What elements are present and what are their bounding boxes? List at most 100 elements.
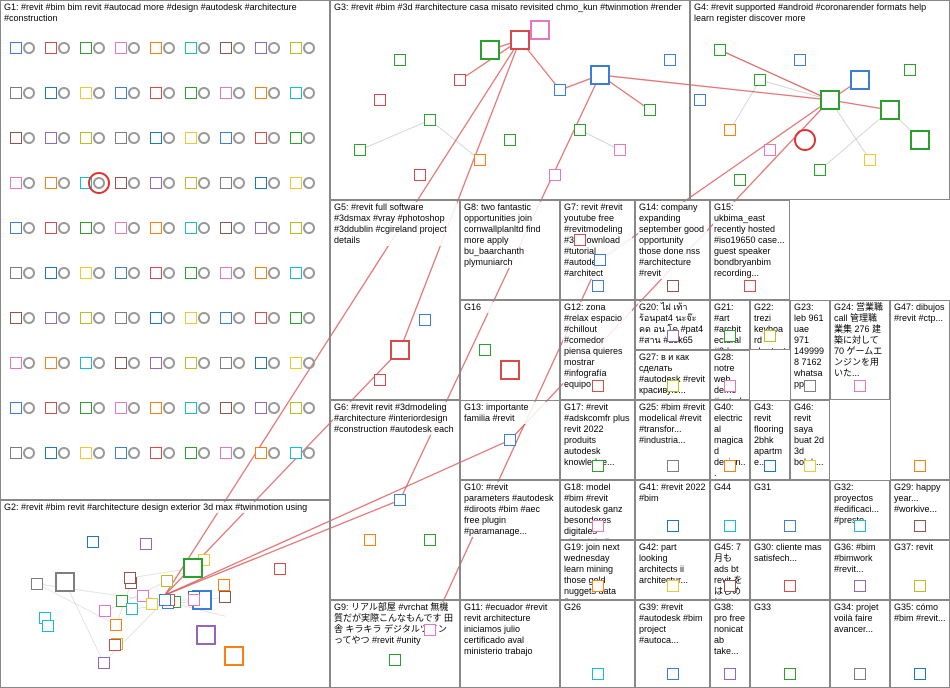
graph-node[interactable] bbox=[667, 330, 679, 342]
graph-node[interactable] bbox=[554, 84, 566, 96]
graph-node[interactable] bbox=[664, 54, 676, 66]
graph-node[interactable] bbox=[80, 87, 92, 99]
graph-node[interactable] bbox=[724, 668, 736, 680]
graph-node[interactable] bbox=[185, 42, 197, 54]
graph-node[interactable] bbox=[110, 619, 122, 631]
graph-node[interactable] bbox=[161, 575, 173, 587]
graph-node[interactable] bbox=[255, 267, 267, 279]
graph-node[interactable] bbox=[126, 603, 138, 615]
graph-node[interactable] bbox=[374, 94, 386, 106]
graph-node[interactable] bbox=[10, 402, 22, 414]
graph-node[interactable] bbox=[880, 100, 900, 120]
graph-node[interactable] bbox=[115, 132, 127, 144]
graph-node[interactable] bbox=[185, 312, 197, 324]
graph-node[interactable] bbox=[904, 64, 916, 76]
graph-node[interactable] bbox=[592, 460, 604, 472]
graph-node[interactable] bbox=[150, 42, 162, 54]
graph-node[interactable] bbox=[390, 340, 410, 360]
graph-node[interactable] bbox=[115, 312, 127, 324]
graph-node[interactable] bbox=[185, 447, 197, 459]
graph-node[interactable] bbox=[159, 594, 171, 606]
graph-node[interactable] bbox=[124, 572, 136, 584]
graph-node[interactable] bbox=[45, 222, 57, 234]
graph-node[interactable] bbox=[42, 620, 54, 632]
graph-node[interactable] bbox=[474, 154, 486, 166]
graph-node[interactable] bbox=[592, 380, 604, 392]
graph-node[interactable] bbox=[10, 447, 22, 459]
graph-node[interactable] bbox=[854, 380, 866, 392]
graph-node[interactable] bbox=[274, 563, 286, 575]
graph-node[interactable] bbox=[479, 344, 491, 356]
graph-node[interactable] bbox=[910, 130, 930, 150]
graph-node[interactable] bbox=[255, 447, 267, 459]
graph-node[interactable] bbox=[150, 177, 162, 189]
graph-node[interactable] bbox=[10, 42, 22, 54]
graph-node[interactable] bbox=[45, 177, 57, 189]
graph-node[interactable] bbox=[290, 402, 302, 414]
graph-node[interactable] bbox=[814, 164, 826, 176]
graph-node[interactable] bbox=[31, 578, 43, 590]
graph-node[interactable] bbox=[10, 87, 22, 99]
graph-node[interactable] bbox=[854, 580, 866, 592]
graph-node[interactable] bbox=[454, 74, 466, 86]
graph-node[interactable] bbox=[115, 177, 127, 189]
graph-node[interactable] bbox=[914, 580, 926, 592]
graph-node[interactable] bbox=[414, 169, 426, 181]
graph-node[interactable] bbox=[185, 177, 197, 189]
graph-node[interactable] bbox=[220, 357, 232, 369]
graph-node[interactable] bbox=[150, 132, 162, 144]
graph-node[interactable] bbox=[820, 90, 840, 110]
graph-node[interactable] bbox=[504, 434, 516, 446]
graph-node[interactable] bbox=[667, 580, 679, 592]
graph-node[interactable] bbox=[644, 104, 656, 116]
graph-node[interactable] bbox=[500, 360, 520, 380]
graph-node[interactable] bbox=[10, 222, 22, 234]
graph-node[interactable] bbox=[55, 572, 75, 592]
graph-node[interactable] bbox=[45, 42, 57, 54]
graph-node[interactable] bbox=[784, 668, 796, 680]
graph-node[interactable] bbox=[667, 280, 679, 292]
graph-node[interactable] bbox=[724, 580, 736, 592]
graph-node[interactable] bbox=[45, 87, 57, 99]
graph-node[interactable] bbox=[764, 144, 776, 156]
graph-node[interactable] bbox=[80, 357, 92, 369]
graph-node[interactable] bbox=[218, 579, 230, 591]
graph-node[interactable] bbox=[220, 447, 232, 459]
graph-node[interactable] bbox=[724, 330, 736, 342]
graph-node[interactable] bbox=[115, 357, 127, 369]
graph-node[interactable] bbox=[724, 520, 736, 532]
graph-node[interactable] bbox=[220, 132, 232, 144]
graph-node[interactable] bbox=[592, 520, 604, 532]
graph-node[interactable] bbox=[914, 460, 926, 472]
graph-node[interactable] bbox=[45, 357, 57, 369]
graph-node[interactable] bbox=[574, 124, 586, 136]
graph-node[interactable] bbox=[510, 30, 530, 50]
graph-node[interactable] bbox=[220, 177, 232, 189]
graph-node[interactable] bbox=[224, 646, 244, 666]
graph-node[interactable] bbox=[914, 520, 926, 532]
graph-node[interactable] bbox=[185, 87, 197, 99]
graph-node[interactable] bbox=[419, 314, 431, 326]
graph-node[interactable] bbox=[220, 222, 232, 234]
graph-node[interactable] bbox=[592, 580, 604, 592]
graph-node[interactable] bbox=[220, 42, 232, 54]
graph-node[interactable] bbox=[804, 380, 816, 392]
graph-node[interactable] bbox=[694, 94, 706, 106]
graph-node[interactable] bbox=[255, 177, 267, 189]
graph-node[interactable] bbox=[10, 312, 22, 324]
graph-node[interactable] bbox=[734, 174, 746, 186]
graph-node[interactable] bbox=[80, 402, 92, 414]
graph-node[interactable] bbox=[290, 357, 302, 369]
graph-node[interactable] bbox=[724, 460, 736, 472]
graph-node[interactable] bbox=[45, 132, 57, 144]
graph-node[interactable] bbox=[290, 87, 302, 99]
graph-node[interactable] bbox=[290, 312, 302, 324]
graph-node[interactable] bbox=[80, 312, 92, 324]
graph-node[interactable] bbox=[115, 87, 127, 99]
graph-node[interactable] bbox=[185, 402, 197, 414]
graph-node[interactable] bbox=[80, 222, 92, 234]
graph-node[interactable] bbox=[220, 402, 232, 414]
graph-node[interactable] bbox=[10, 267, 22, 279]
graph-node[interactable] bbox=[667, 520, 679, 532]
graph-node[interactable] bbox=[290, 132, 302, 144]
